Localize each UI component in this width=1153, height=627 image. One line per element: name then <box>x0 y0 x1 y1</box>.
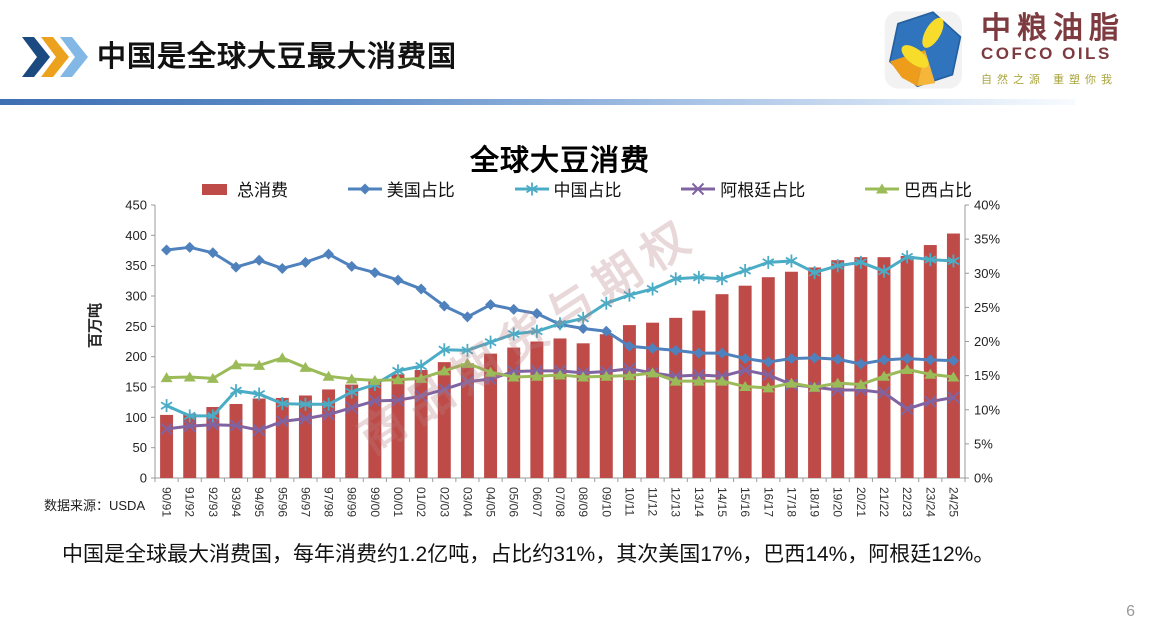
svg-text:95/96: 95/96 <box>275 487 289 517</box>
summary-text: 中国是全球最大消费国，每年消费约1.2亿吨，占比约31%，其次美国17%，巴西1… <box>62 543 995 566</box>
svg-text:07/08: 07/08 <box>553 487 567 517</box>
svg-text:18/19: 18/19 <box>808 487 822 517</box>
chart-title: 全球大豆消费 <box>469 145 650 177</box>
svg-text:98/99: 98/99 <box>345 487 359 517</box>
logo-name-en: COFCO OILS <box>981 44 1112 64</box>
svg-text:24/25: 24/25 <box>946 487 960 517</box>
page-title: 中国是全球大豆最大消费国 <box>97 41 458 73</box>
svg-text:94/95: 94/95 <box>252 487 266 517</box>
svg-text:16/17: 16/17 <box>761 487 775 517</box>
svg-text:03/04: 03/04 <box>460 487 474 517</box>
svg-text:40%: 40% <box>974 198 1000 213</box>
svg-text:09/10: 09/10 <box>599 487 613 517</box>
svg-text:20%: 20% <box>974 334 1000 349</box>
legend-brazil-marker-icon <box>863 181 901 197</box>
logo-tagline: 自然之源 重塑你我 <box>981 74 1118 87</box>
svg-text:97/98: 97/98 <box>322 487 336 517</box>
svg-text:11/12: 11/12 <box>646 487 660 516</box>
svg-text:5%: 5% <box>974 436 993 451</box>
svg-text:90/91: 90/91 <box>160 487 174 517</box>
svg-text:20/21: 20/21 <box>854 487 868 517</box>
legend-total-swatch-icon <box>196 181 234 197</box>
svg-text:14/15: 14/15 <box>715 487 729 517</box>
header-divider <box>0 99 1075 105</box>
svg-text:06/07: 06/07 <box>530 487 544 517</box>
svg-text:99/00: 99/00 <box>368 487 382 517</box>
chart-legend: 总消费 美国占比 中国占比 阿根廷占比 巴西占比 <box>196 176 972 201</box>
legend-us-label: 美国占比 <box>386 181 455 200</box>
svg-text:12/13: 12/13 <box>669 487 683 517</box>
svg-text:92/93: 92/93 <box>206 487 220 517</box>
svg-text:08/09: 08/09 <box>576 487 590 517</box>
svg-text:15/16: 15/16 <box>738 487 752 517</box>
svg-text:93/94: 93/94 <box>229 487 243 517</box>
svg-text:10%: 10% <box>974 402 1000 417</box>
legend-china-marker-icon <box>513 181 551 197</box>
legend-china-label: 中国占比 <box>553 181 622 200</box>
svg-text:04/05: 04/05 <box>484 487 498 517</box>
legend-brazil-label: 巴西占比 <box>904 181 972 200</box>
legend-item-brazil: 巴西占比 <box>863 176 972 201</box>
legend-argentina-label: 阿根廷占比 <box>720 181 806 200</box>
svg-text:25%: 25% <box>974 300 1000 315</box>
svg-text:96/97: 96/97 <box>298 487 312 517</box>
svg-text:350: 350 <box>125 258 147 273</box>
legend-total-label: 总消费 <box>237 181 288 200</box>
svg-text:35%: 35% <box>974 232 1000 247</box>
svg-text:00/01: 00/01 <box>391 487 405 517</box>
svg-text:13/14: 13/14 <box>692 487 706 517</box>
legend-argentina-marker-icon <box>679 181 717 197</box>
svg-text:0%: 0% <box>974 471 993 486</box>
cofco-logo-icon <box>883 6 967 94</box>
svg-text:30%: 30% <box>974 266 1000 281</box>
svg-text:02/03: 02/03 <box>437 487 451 517</box>
svg-text:50: 50 <box>133 440 147 455</box>
svg-text:17/18: 17/18 <box>784 487 798 517</box>
svg-text:19/20: 19/20 <box>831 487 845 517</box>
page-number: 6 <box>1126 603 1135 620</box>
legend-item-total: 总消费 <box>196 176 288 201</box>
soybean-consumption-chart: 0 50 100 150 200 250 300 350 400 450 0% 5% 10% 15% 20%… <box>125 198 1000 518</box>
svg-text:01/02: 01/02 <box>414 487 428 517</box>
svg-text:300: 300 <box>125 289 147 304</box>
svg-text:200: 200 <box>125 349 147 364</box>
svg-text:450: 450 <box>125 198 147 213</box>
legend-item-china: 中国占比 <box>513 176 622 201</box>
svg-text:150: 150 <box>125 380 147 395</box>
header-chevrons-icon <box>22 37 88 77</box>
legend-item-argentina: 阿根廷占比 <box>679 176 805 201</box>
svg-text:23/24: 23/24 <box>923 487 937 517</box>
data-source-note: 数据来源：USDA <box>44 498 146 513</box>
svg-text:05/06: 05/06 <box>507 487 521 517</box>
svg-text:400: 400 <box>125 228 147 243</box>
svg-text:0: 0 <box>140 471 147 486</box>
svg-text:100: 100 <box>125 410 147 425</box>
logo-name-cn: 中粮油脂 <box>981 11 1125 45</box>
svg-text:15%: 15% <box>974 368 1000 383</box>
svg-text:21/22: 21/22 <box>877 487 891 517</box>
svg-text:91/92: 91/92 <box>183 487 197 517</box>
svg-text:250: 250 <box>125 319 147 334</box>
svg-text:10/11: 10/11 <box>622 487 636 516</box>
cofco-logo: 中粮油脂 COFCO OILS 自然之源 重塑你我 <box>883 6 1125 94</box>
legend-us-marker-icon <box>346 181 384 197</box>
svg-text:22/23: 22/23 <box>900 487 914 517</box>
legend-item-us: 美国占比 <box>346 176 455 201</box>
